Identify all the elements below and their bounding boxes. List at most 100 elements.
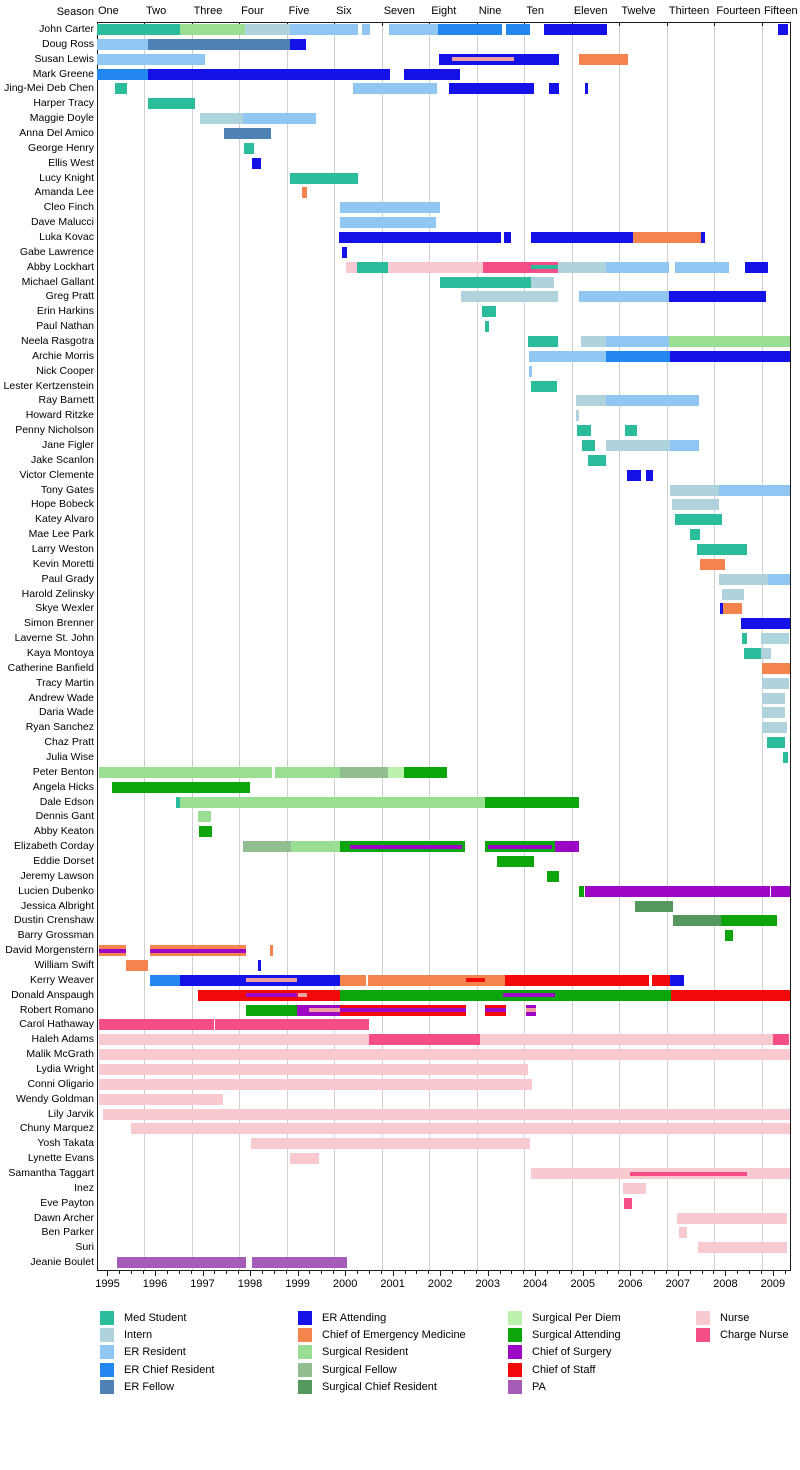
season-tick — [714, 22, 716, 26]
timeline-bar-stripe — [349, 844, 462, 849]
season-label: Two — [146, 5, 167, 17]
season-label: Ten — [526, 5, 545, 17]
year-minor-tick — [499, 1271, 501, 1274]
timeline-bar — [605, 395, 700, 407]
year-minor-tick — [119, 1271, 121, 1274]
timeline-bar — [243, 841, 291, 853]
row-label: Tracy Martin — [36, 676, 94, 689]
row-label: George Henry — [28, 141, 94, 154]
year-tick — [250, 1271, 252, 1276]
timeline-bar — [669, 440, 700, 451]
row-label: Erin Harkins — [36, 305, 94, 318]
row-label: Jake Scanlon — [30, 453, 94, 466]
timeline-bar — [245, 24, 290, 35]
row-label: Jessica Albright — [21, 899, 94, 912]
legend-label: Chief of Staff — [532, 1363, 596, 1376]
timeline-bar — [449, 83, 535, 95]
timeline-bar — [258, 960, 261, 971]
timeline-bar — [252, 157, 261, 169]
season-grid-line — [191, 22, 193, 1270]
timeline-bar — [199, 113, 244, 125]
legend-label: Chief of Emergency Medicine — [322, 1329, 466, 1342]
legend-label: Med Student — [124, 1312, 187, 1324]
timeline-bar — [485, 321, 490, 333]
year-minor-tick — [214, 1271, 216, 1274]
row-label: Simon Brenner — [23, 617, 94, 630]
timeline-bar — [404, 68, 460, 80]
timeline-bar — [674, 514, 723, 526]
timeline-bar — [147, 98, 196, 110]
legend-swatch-icon — [696, 1311, 710, 1325]
row-label: Laverne St. John — [14, 632, 94, 645]
year-tick — [725, 1271, 727, 1276]
timeline-bar — [741, 633, 747, 645]
timeline-bar-stripe — [487, 844, 552, 849]
row-label: Robert Romano — [19, 1003, 94, 1016]
legend-label: Chief of Surgery — [532, 1346, 612, 1359]
timeline-bar — [626, 469, 641, 481]
timeline-bar — [112, 781, 251, 793]
timeline-bar — [244, 142, 254, 154]
row-label: Anna Del Amico — [19, 127, 94, 139]
timeline-bar — [356, 261, 389, 273]
timeline-bar — [147, 68, 390, 80]
timeline-bar — [761, 677, 789, 689]
season-label: Fifteen — [763, 5, 798, 17]
year-tick — [297, 1271, 299, 1276]
row-label: Conni Oligario — [27, 1077, 94, 1090]
legend-swatch-icon — [508, 1362, 522, 1377]
legend-swatch-icon — [100, 1345, 114, 1360]
year-minor-tick — [737, 1271, 739, 1274]
row-label: Katey Alvaro — [35, 513, 94, 526]
timeline-bar — [131, 1123, 790, 1135]
timeline-bar — [579, 885, 584, 897]
timeline-bar — [530, 380, 557, 392]
row-label: Neela Rasgotra — [21, 335, 94, 347]
season-label: One — [98, 5, 119, 17]
legend-swatch-icon — [298, 1345, 312, 1360]
timeline-bar-stripe — [149, 948, 246, 953]
row-label: Lynette Evans — [27, 1152, 94, 1165]
timeline-bar — [772, 1034, 789, 1046]
timeline-bar — [531, 232, 633, 243]
timeline-bar — [669, 484, 719, 496]
timeline-bar-stripe — [484, 1008, 506, 1013]
row-label: Ben Parker — [41, 1226, 94, 1239]
timeline-bar — [576, 410, 580, 422]
season-grid-line — [761, 22, 763, 1270]
row-label: Luka Kovac — [39, 231, 94, 243]
legend-swatch-icon — [508, 1328, 522, 1343]
year-minor-tick — [380, 1271, 382, 1274]
row-label: Lydia Wright — [36, 1063, 94, 1075]
timeline-bar — [634, 900, 673, 912]
timeline-bar — [269, 945, 273, 957]
row-label: Howard Ritzke — [25, 409, 94, 422]
year-minor-tick — [166, 1271, 168, 1274]
timeline-bar — [745, 261, 769, 273]
timeline-bar — [632, 232, 702, 243]
row-label: Eddie Dorset — [33, 855, 94, 867]
timeline-bar — [761, 707, 785, 719]
year-minor-tick — [761, 1271, 762, 1274]
timeline-bar-stripe — [530, 265, 559, 270]
timeline-bar — [149, 974, 181, 986]
row-label: Lily Jarvik — [47, 1107, 94, 1120]
timeline-bar — [719, 603, 723, 615]
row-label: Lucien Dubenko — [18, 884, 94, 897]
year-tick — [107, 1271, 109, 1276]
row-label: Angela Hicks — [32, 780, 94, 793]
timeline-bar — [588, 454, 606, 466]
year-label: 1997 — [190, 1278, 215, 1290]
legend-label: Surgical Fellow — [322, 1363, 397, 1376]
row-label: Eve Payton — [40, 1196, 94, 1209]
timeline-bar — [624, 425, 638, 437]
timeline-bar — [199, 826, 213, 838]
legend-swatch-icon — [298, 1328, 312, 1343]
timeline-bar — [697, 1242, 788, 1254]
row-label: Wendy Goldman — [15, 1092, 94, 1105]
legend-swatch-icon — [100, 1362, 114, 1377]
timeline-bar — [437, 24, 502, 35]
timeline-bar — [770, 885, 790, 897]
row-label: Andrew Wade — [28, 691, 94, 704]
timeline-bar — [98, 1093, 224, 1105]
